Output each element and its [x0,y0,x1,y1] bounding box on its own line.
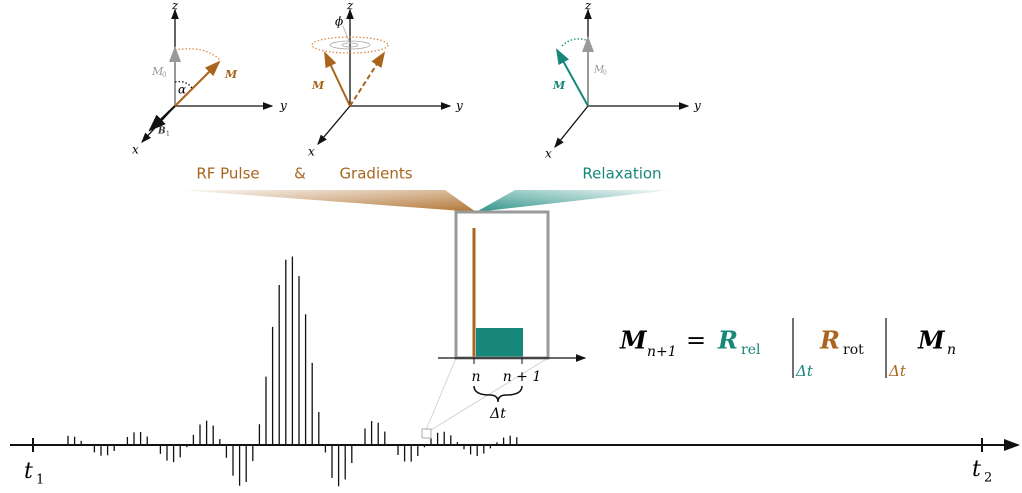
equation: M n+1 = R rel Δt R rot Δt M n [619,318,956,380]
m-label: M [311,79,325,92]
diagram: z y x M 0 α M B 1 z y x ϕ M z y x M 0 M … [0,0,1022,493]
n1-label: n + 1 [503,369,542,385]
eq-sub: rot [843,342,864,358]
relaxation-label: Relaxation [582,165,661,183]
rf-fan [180,190,476,212]
eq-r-rel: R [717,326,738,355]
t2-label: t [972,457,981,482]
panel-3 [555,10,688,147]
axis-label: y [279,99,287,113]
eq-r-rot: R [819,326,840,355]
rf-label: RF Pulse [196,165,259,183]
axis-label: z [171,0,179,13]
eq-dt: Δt [888,362,907,380]
t2-sub: 2 [984,471,992,486]
t1-sub: 1 [36,473,44,488]
eq-sub: n+1 [647,344,677,360]
n-label: n [471,369,480,385]
eq-dt: Δt [795,362,814,380]
eq-sub: rel [741,342,761,358]
axis-label: x [308,145,315,159]
axis-label: x [132,143,139,157]
axis-label: z [584,0,592,13]
m-label: M [224,68,238,81]
eq-equals: = [686,327,706,355]
m0-sub: 0 [162,71,166,79]
phi-label: ϕ [335,15,343,29]
inset [422,212,585,438]
pulse [68,257,517,487]
dt-label: Δt [489,406,506,422]
alpha-label: α [178,83,186,97]
axis-label: y [455,99,463,113]
axis-label: x [545,147,552,161]
b1-label: B [157,127,166,137]
axis-label: z [346,0,354,13]
eq-m: M [619,326,648,355]
relax-fan [476,190,672,212]
eq-m-n: M [917,326,946,355]
m-label: M [552,79,566,92]
b1-sub: 1 [166,131,170,138]
gradients-label: Gradients [339,165,412,183]
and-label: & [294,165,306,183]
axis-label: y [693,99,701,113]
eq-sub: n [947,342,956,358]
panel-2 [312,10,450,144]
t1-label: t [24,459,33,484]
m0-sub: 0 [603,70,607,77]
